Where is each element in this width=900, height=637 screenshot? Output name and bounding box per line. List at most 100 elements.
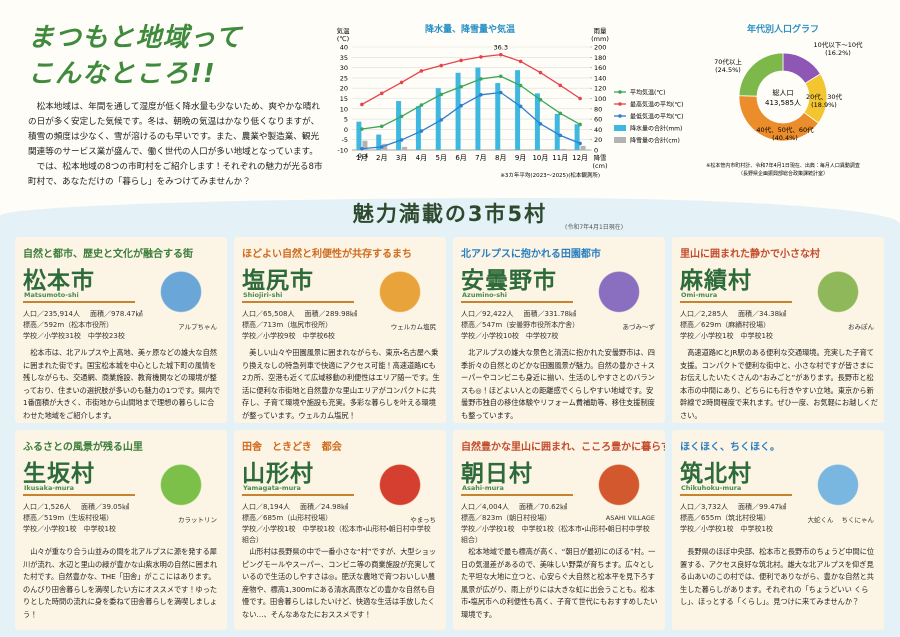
y2-tick-label: 160 (594, 64, 606, 72)
point (399, 80, 404, 85)
point (518, 104, 523, 109)
x-tick-label: 12月 (572, 154, 588, 162)
card-rule (680, 494, 792, 496)
stat: 人口／2,285人 (680, 310, 729, 318)
card-roman: Yamagata-mura (243, 484, 301, 492)
card-roman: Azumino-shi (462, 291, 507, 299)
legend-swatch (618, 102, 622, 106)
bar (415, 106, 421, 150)
point (538, 70, 543, 75)
card: ほどよい自然と利便性が共存するまち 塩尻市 Shiojiri-shi 人口／65,50… (234, 237, 446, 423)
stat: 人口／235,914人 (23, 310, 80, 318)
stat: 面積／34.38㎢ (738, 310, 787, 318)
point (419, 129, 424, 133)
chart-title: 降水量、降雪量や気温 (425, 23, 515, 35)
card-art (143, 263, 219, 327)
slice-label: 10代以下～10代 (813, 40, 863, 49)
point (498, 90, 503, 95)
stat: 人口／65,508人 (242, 310, 295, 318)
center-value: 413,585人 (765, 99, 801, 107)
line (361, 91, 581, 150)
slice (738, 95, 819, 142)
bar (574, 124, 580, 150)
x-tick-label: 2月 (376, 154, 387, 162)
mascot-name: ウェルカム塩尻 (390, 323, 436, 331)
stat: 学校／小学校1校 中学校1校 (23, 525, 116, 533)
y-tick-label: 5 (344, 116, 348, 124)
bar (382, 143, 388, 150)
section-note: (令和7年4月1日現在) (565, 224, 624, 231)
bar (515, 70, 521, 150)
point (479, 92, 483, 97)
point (360, 102, 364, 107)
card-name: 山形村 (242, 461, 314, 487)
stat: 人口／4,004人 (461, 503, 510, 511)
x-tick-label: 3月 (396, 154, 407, 162)
mascot-names: やまっち (402, 514, 436, 524)
slice-value: (18.9%) (811, 101, 837, 109)
intro: 松本地域は、年間を通して湿度が低く降水量も少ないため、爽やかな晴れの日が多く安定… (28, 100, 323, 190)
paragraph: では、松本地域の8つの市町村をご紹介します！それぞれの魅力が光る8市町村で、あな… (28, 162, 323, 187)
y2-tick-label: 0 (594, 147, 598, 155)
point (578, 122, 582, 127)
y2-tick-label: 100 (594, 95, 606, 103)
data-label: 36.3 (494, 44, 508, 52)
card-roman: Asahi-mura (462, 484, 504, 492)
stat: 学校／小学校1校 中学校1校（松本市・山形村・朝日村中学校組合） (461, 525, 650, 544)
card-lead: 自然と都市、歴史と文化が融合する街 (23, 249, 193, 260)
mascot-names: ASAHI VILLAGE (598, 514, 655, 522)
stat: 標高／592m（松本市役所） (23, 321, 114, 329)
legend-swatch (618, 114, 622, 118)
card-stats: 人口／8,194人 面積／24.98㎢ 標高／685m（山形村役場） 学校／小学校1校… (242, 502, 442, 546)
card-description: 山形村は長野県の中で一番小さな“村”ですが、大型ショッピングモールやスーパー、コ… (242, 547, 437, 619)
chart-title: 年代別人口グラフ (747, 23, 819, 35)
mascot-name: アルプちゃん (178, 323, 217, 331)
card-lead: ほくほく、ちくほく。 (680, 442, 780, 453)
card-description: 北アルプスの雄大な景色と清流に抱かれた安曇野市は、四季折々の自然とのどかな田園風… (461, 348, 655, 420)
x-tick-label: 11月 (552, 154, 568, 162)
card-roman: Omi-mura (681, 291, 718, 299)
y-tick-label: 40 (340, 44, 348, 52)
card: 自然豊かな里山に囲まれ、こころ豊かに暮らす 朝日村 Asahi-mura 人口／4,0… (453, 430, 665, 630)
card-description: 美しい山々や田園風景に囲まれながらも、東京・名古屋へ乗り換えなしの特急列車で快適… (242, 348, 440, 420)
bar (475, 67, 481, 150)
stat: 学校／小学校1校 中学校1校 (680, 332, 773, 340)
y2-tick-label: 180 (594, 54, 606, 62)
point (399, 114, 404, 119)
x-tick-label: 7月 (475, 154, 486, 162)
bar (402, 146, 408, 150)
mascot-name: カラットリン (178, 516, 217, 524)
point (538, 122, 543, 126)
y-tick-label: 25 (340, 74, 348, 82)
card-stats: 人口／1,526人 面積／39.05㎢ 標高／519m（生坂村役場） 学校／小学校1校… (23, 502, 223, 535)
paragraph: 松本地域は、年間を通して湿度が低く降水量も少ないため、爽やかな晴れの日が多く安定… (28, 102, 320, 157)
stat: 人口／1,526人 (23, 503, 72, 511)
stat: 標高／685m（山形村役場） (242, 514, 333, 522)
card-stats: 人口／235,914人 面積／978.47㎢ 標高／592m（松本市役所） 学校／小学… (23, 309, 223, 342)
mascot-names: 大蛇くん ちくにゃん (800, 514, 875, 524)
point (518, 83, 523, 88)
point (379, 91, 384, 96)
mascot-names: ウェルカム塩尻 (383, 321, 436, 331)
card-art (362, 456, 438, 520)
slice-value: (16.2%) (825, 49, 851, 57)
card-art (143, 456, 219, 520)
bar (554, 113, 560, 150)
bar (396, 101, 402, 150)
legend-label: 最低気温の平均(℃) (630, 112, 683, 120)
card-stats: 人口／65,508人 面積／289.98㎢ 標高／713m（塩尻市役所） 学校／小学校… (242, 309, 442, 342)
stat: 標高／823m（朝日村役場） (461, 514, 552, 522)
card-lead: 北アルプスに抱かれる田園都市 (461, 249, 601, 260)
stat: 標高／655m（筑北村役場） (680, 514, 771, 522)
y-tick-label: 35 (340, 54, 348, 62)
legend-swatch (614, 125, 626, 131)
stat: 学校／小学校1校 中学校1校 (680, 525, 773, 533)
card: 田舎 ときどき 都会 山形村 Yamagata-mura 人口／8,194人 面積／24… (234, 430, 446, 630)
point (578, 141, 582, 146)
card: ふるさとの風景が残る山里 生坂村 Ikusaka-mura 人口／1,526人 面積／3… (15, 430, 227, 630)
card-stats: 人口／2,285人 面積／34.38㎢ 標高／629m（麻績村役場） 学校／小学校1校… (680, 309, 880, 342)
charts: 降水量、降雪量や気温 -10 -5 0 5 10 15 20 25 30 35 40 0 20 40 60 80… (337, 23, 864, 179)
point (578, 96, 582, 101)
card-art (581, 456, 657, 520)
section-title: 魅力満載の3市5村 (352, 202, 548, 226)
